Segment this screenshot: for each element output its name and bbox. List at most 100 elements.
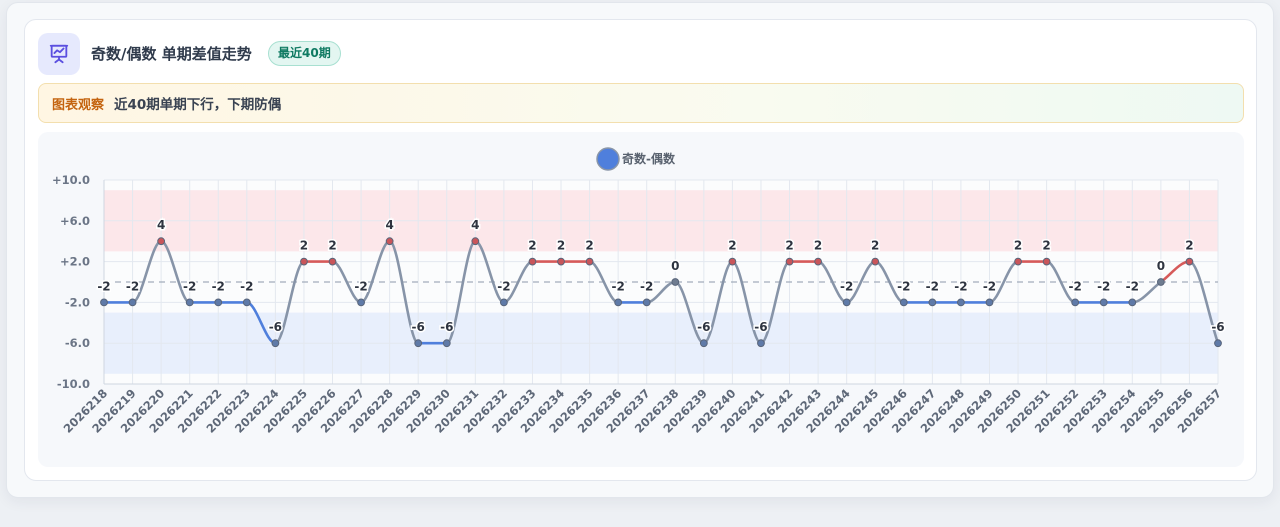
data-label: 4	[385, 218, 393, 232]
insight-label: 图表观察	[52, 97, 105, 113]
data-point	[1014, 257, 1022, 266]
data-point	[957, 298, 965, 307]
data-label: 0	[1157, 259, 1165, 273]
data-point	[1099, 298, 1108, 307]
series-line-segment	[759, 260, 791, 345]
chart-card: 奇数/偶数 单期差值走势 最近40期 图表观察 近40期单期下行，下期防偶 +1…	[24, 19, 1257, 481]
insight-text: 近40期单期下行，下期防偶	[114, 97, 282, 113]
data-point	[271, 339, 280, 348]
y-tick-label: -2.0	[65, 295, 90, 309]
data-label: -2	[897, 279, 910, 293]
series-line-segment	[274, 260, 306, 345]
data-label: 2	[871, 239, 879, 253]
data-label: 2	[528, 239, 536, 253]
data-point	[985, 298, 994, 307]
data-point	[642, 298, 651, 307]
data-label: -6	[440, 320, 453, 334]
data-label: -2	[126, 279, 139, 293]
data-point	[185, 298, 194, 307]
data-point	[442, 339, 451, 348]
data-label: -6	[269, 320, 282, 334]
data-label: -2	[983, 279, 996, 293]
insight-banner: 图表观察 近40期单期下行，下期防偶	[38, 83, 1244, 123]
data-label: -2	[1097, 279, 1110, 293]
data-point	[1042, 257, 1051, 266]
data-point	[499, 298, 508, 307]
data-point	[785, 257, 794, 266]
data-label: -2	[212, 279, 225, 293]
series-line-segment	[702, 260, 734, 345]
trend-chart: +10.0 +6.0 +2.0 -2.0 -6.0 -10.0 奇数-偶数 -2 -2 4 -2 -2…	[52, 147, 1226, 436]
data-label: -2	[97, 279, 110, 293]
data-point	[699, 339, 708, 348]
series-line-segment	[731, 260, 763, 345]
data-label: -6	[754, 320, 767, 334]
range-badge: 最近40期	[268, 41, 341, 66]
data-label: -2	[240, 279, 253, 293]
data-point	[242, 298, 251, 307]
data-label: 2	[728, 239, 736, 253]
chart-panel: +10.0 +6.0 +2.0 -2.0 -6.0 -10.0 奇数-偶数 -2 -2 4 -2 -2…	[38, 132, 1244, 467]
data-point	[814, 257, 823, 266]
data-label: -6	[697, 320, 710, 334]
data-label: 0	[671, 259, 679, 273]
data-point	[1156, 278, 1165, 286]
data-point	[385, 237, 394, 246]
data-label: 2	[1185, 239, 1193, 253]
data-point	[557, 257, 565, 266]
data-point	[357, 298, 365, 307]
data-point	[899, 298, 908, 307]
y-tick-label: -6.0	[65, 336, 90, 350]
data-point	[214, 298, 223, 307]
data-label: 4	[471, 218, 479, 232]
data-label: -2	[954, 279, 967, 293]
data-label: -2	[926, 279, 939, 293]
data-point	[1128, 298, 1137, 307]
data-point	[528, 257, 537, 266]
data-point	[757, 339, 765, 348]
data-label: -2	[497, 279, 510, 293]
series-line-segment	[388, 239, 420, 345]
data-point	[1071, 298, 1080, 307]
data-label: -2	[840, 279, 853, 293]
chart-title: 奇数/偶数 单期差值走势	[91, 45, 252, 63]
data-label: 2	[585, 239, 593, 253]
legend-marker	[596, 147, 620, 171]
data-point	[928, 298, 937, 307]
data-label: -2	[354, 279, 367, 293]
data-point	[671, 278, 680, 286]
presentation-chart-icon	[38, 33, 80, 75]
data-label: -2	[611, 279, 624, 293]
data-point	[1185, 257, 1194, 266]
data-point	[471, 237, 480, 246]
data-point	[614, 298, 623, 307]
data-point	[871, 257, 880, 266]
data-label: -6	[412, 320, 425, 334]
data-point	[100, 298, 108, 307]
data-label: 2	[1014, 239, 1022, 253]
data-label: -6	[1211, 320, 1224, 334]
data-point	[1214, 339, 1222, 348]
data-label: 4	[157, 218, 165, 232]
data-label: 2	[785, 239, 793, 253]
series-line-segment	[445, 239, 477, 345]
y-tick-label: +10.0	[52, 173, 90, 187]
data-label: -2	[640, 279, 653, 293]
data-point	[728, 257, 737, 266]
data-point	[157, 237, 166, 246]
data-label: -2	[1126, 279, 1139, 293]
legend: 奇数-偶数	[596, 147, 676, 171]
data-label: 2	[300, 239, 308, 253]
legend-label: 奇数-偶数	[622, 151, 676, 166]
data-point	[300, 257, 308, 266]
y-tick-label: +2.0	[60, 255, 90, 269]
data-point	[328, 257, 337, 266]
data-label: 2	[814, 239, 822, 253]
data-point	[585, 257, 594, 266]
data-label: -2	[1069, 279, 1082, 293]
data-point	[842, 298, 851, 307]
y-tick-label: +6.0	[60, 214, 90, 228]
data-point	[414, 339, 423, 348]
data-label: 2	[557, 239, 565, 253]
y-tick-label: -10.0	[57, 377, 90, 391]
